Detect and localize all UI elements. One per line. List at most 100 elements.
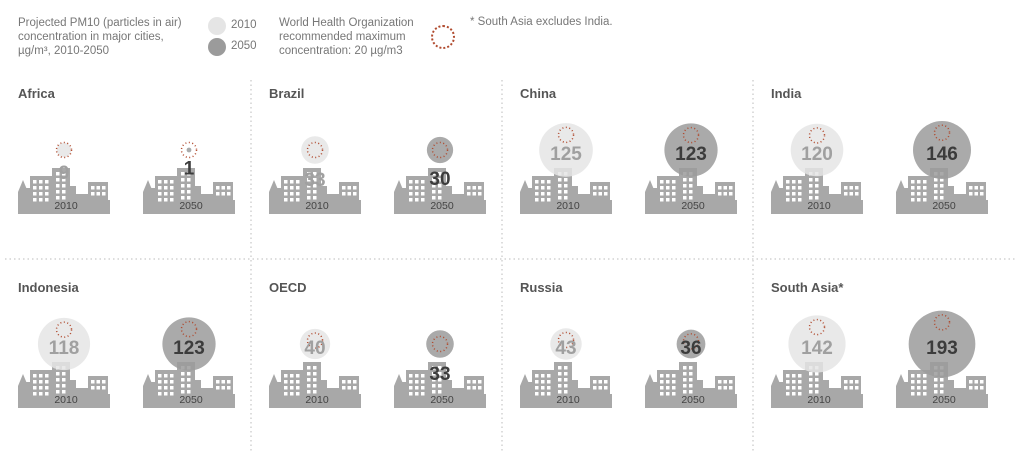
- city-window: [181, 390, 185, 394]
- city-window: [798, 392, 802, 396]
- city-window: [170, 186, 174, 190]
- city-window: [660, 374, 664, 378]
- city-window: [415, 392, 419, 396]
- city-window: [723, 380, 727, 384]
- city-window: [792, 380, 796, 384]
- bubble-africa-2010: [56, 142, 72, 158]
- city-window: [347, 386, 351, 390]
- city-window: [809, 378, 813, 382]
- city-window: [849, 192, 853, 196]
- city-window: [604, 386, 608, 390]
- city-window: [290, 192, 294, 196]
- city-window: [181, 172, 185, 176]
- city-window: [815, 378, 819, 382]
- city-window: [432, 384, 436, 388]
- city-window: [923, 380, 927, 384]
- city-base: [143, 200, 235, 214]
- city-window: [593, 380, 597, 384]
- city-skyline-russia-2050: [645, 362, 737, 408]
- city-window: [158, 386, 162, 390]
- city-window: [911, 386, 915, 390]
- city-window: [786, 192, 790, 196]
- city-window: [689, 366, 693, 370]
- city-window: [307, 372, 311, 376]
- city-skyline-indonesia-2010: [18, 362, 110, 408]
- city-window: [45, 186, 49, 190]
- city-window: [409, 380, 413, 384]
- city-window: [593, 192, 597, 196]
- city-window: [547, 392, 551, 396]
- value-label-russia-2010: 43: [555, 338, 576, 359]
- city-base: [394, 394, 486, 408]
- city-window: [221, 186, 225, 190]
- city-window: [792, 186, 796, 190]
- who-limit-marker-africa-2010: [55, 141, 73, 159]
- city-window: [798, 374, 802, 378]
- city-window: [221, 386, 225, 390]
- city-window: [342, 192, 346, 196]
- city-window: [478, 192, 482, 196]
- city-window: [421, 392, 425, 396]
- city-window: [660, 186, 664, 190]
- city-window: [181, 178, 185, 182]
- value-label-indonesia-2050: 123: [173, 338, 205, 359]
- city-window: [216, 186, 220, 190]
- city-window: [564, 378, 568, 382]
- city-window: [689, 378, 693, 382]
- city-window: [844, 192, 848, 196]
- city-window: [815, 190, 819, 194]
- who-limit-marker-africa-2050: [180, 141, 198, 159]
- city-window: [660, 180, 664, 184]
- city-window: [313, 178, 317, 182]
- city-window: [56, 390, 60, 394]
- city-window: [409, 386, 413, 390]
- city-skyline-oecd-2010: [269, 362, 361, 408]
- city-window: [415, 374, 419, 378]
- city-window: [56, 196, 60, 200]
- city-window: [598, 386, 602, 390]
- city-window: [284, 380, 288, 384]
- city-window: [689, 178, 693, 182]
- bubble-russia-2010: [550, 328, 582, 360]
- city-window: [849, 386, 853, 390]
- south-asia-note: * South Asia excludes India.: [470, 16, 613, 28]
- who-limit-marker-russia-2050: [682, 333, 700, 350]
- city-window: [672, 386, 676, 390]
- city-window: [558, 378, 562, 382]
- city-window: [62, 190, 66, 194]
- city-window: [187, 378, 191, 382]
- city-window: [307, 390, 311, 394]
- city-window: [940, 190, 944, 194]
- city-window: [96, 192, 100, 196]
- city-window: [432, 172, 436, 176]
- city-window: [421, 198, 425, 202]
- value-label-brazil-2010: 33: [304, 170, 325, 191]
- city-window: [296, 374, 300, 378]
- city-window: [33, 374, 37, 378]
- city-window: [432, 366, 436, 370]
- city-window: [290, 198, 294, 202]
- city-window: [792, 192, 796, 196]
- city-window: [296, 198, 300, 202]
- city-skyline-oecd-2050: [394, 362, 486, 408]
- city-window: [187, 384, 191, 388]
- city-block: [823, 186, 829, 208]
- city-window: [792, 180, 796, 184]
- city-window: [296, 380, 300, 384]
- city-window: [307, 184, 311, 188]
- city-window: [56, 184, 60, 188]
- city-window: [911, 186, 915, 190]
- city-window: [62, 172, 66, 176]
- city-window: [683, 372, 687, 376]
- bubble-india-2010: [790, 123, 844, 177]
- value-label-oecd-2050: 33: [429, 364, 450, 385]
- city-window: [353, 386, 357, 390]
- city-window: [672, 192, 676, 196]
- city-window: [415, 386, 419, 390]
- city-window: [683, 384, 687, 388]
- city-window: [535, 198, 539, 202]
- city-window: [296, 192, 300, 196]
- city-window: [541, 392, 545, 396]
- city-window: [296, 186, 300, 190]
- city-window: [164, 180, 168, 184]
